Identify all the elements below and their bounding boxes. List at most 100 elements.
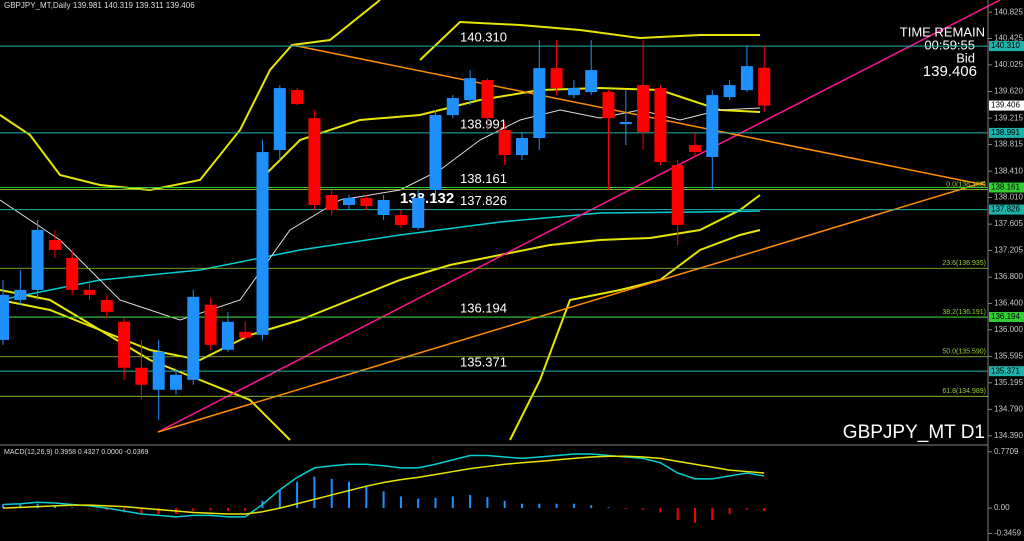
price-box-label: 138.161 — [991, 183, 1020, 192]
y-tick-label: 137.605 — [994, 219, 1023, 228]
bid-label: Bid — [956, 50, 975, 65]
candle-body — [170, 374, 182, 390]
candle-body — [464, 78, 477, 101]
trend-line — [157, 0, 1001, 433]
histogram-bar — [434, 497, 437, 509]
candle-body — [118, 321, 131, 368]
histogram-bar — [711, 508, 714, 520]
histogram-bar — [140, 508, 143, 514]
histogram-bar — [399, 496, 402, 509]
bid-box-label: 139.406 — [991, 101, 1020, 110]
macd-line — [2, 453, 765, 518]
histogram-bar — [469, 494, 472, 509]
histogram-bar — [659, 508, 662, 513]
time-remain: TIME REMAIN — [900, 24, 985, 39]
candle-body — [239, 331, 252, 338]
y-tick-label: 138.410 — [994, 166, 1023, 175]
candle-body — [585, 70, 598, 93]
candle-body — [152, 351, 165, 390]
y-tick-label: 0.00 — [994, 503, 1010, 512]
candle-body — [204, 304, 217, 345]
band-line — [0, 194, 761, 362]
price-box — [989, 204, 1024, 215]
histogram-bar — [694, 508, 696, 523]
y-tick-label: 136.800 — [994, 272, 1023, 281]
candle-body — [377, 199, 390, 215]
fib-label: 61.8(134.989) — [942, 388, 986, 395]
candle-body — [221, 321, 234, 350]
candle-body — [394, 214, 407, 225]
symbol-label: GBPJPY_MT D1 — [843, 422, 985, 443]
histogram-bar — [572, 503, 575, 509]
candle-body — [689, 145, 701, 153]
histogram-bar — [555, 503, 558, 509]
y-tick-label: 140.425 — [994, 34, 1023, 43]
price-box-label: 137.826 — [991, 205, 1020, 214]
candle-body — [602, 92, 615, 119]
bid-price: 139.406 — [923, 63, 977, 80]
candle-body — [256, 152, 269, 335]
candle-body — [273, 88, 286, 151]
candle-body — [567, 88, 580, 96]
price-box — [989, 312, 1024, 323]
y-tick-label: 138.010 — [994, 193, 1023, 202]
band-line — [509, 229, 761, 441]
price-box — [989, 182, 1024, 193]
macd-title: MACD(12,26,9) 0.3958 0.4327 0.0000 -0.03… — [4, 449, 148, 456]
histogram-bar — [642, 508, 645, 510]
trend-line — [157, 181, 986, 433]
y-tick-label: 137.205 — [994, 246, 1023, 255]
candle-body — [498, 130, 511, 156]
histogram-bar — [607, 507, 610, 509]
band-line — [0, 289, 291, 441]
histogram-bar — [192, 508, 195, 512]
candle-body — [31, 229, 44, 290]
level-label: 137.826 — [460, 193, 507, 208]
level-label: 138.161 — [460, 171, 507, 186]
histogram-bar — [278, 489, 281, 509]
histogram-bar — [451, 496, 454, 509]
candle-body — [706, 95, 719, 157]
histogram-bar — [330, 478, 333, 509]
histogram-bar — [676, 508, 679, 520]
y-tick-label: 140.825 — [994, 7, 1023, 16]
histogram-bar — [590, 505, 593, 509]
macd-line — [2, 455, 765, 515]
candle-body — [758, 67, 771, 106]
candle-body — [14, 289, 27, 300]
fib-anchor-label: 138.132 — [400, 190, 454, 207]
histogram-bar — [19, 504, 22, 509]
y-tick-label: 135.595 — [994, 352, 1023, 361]
candle-body — [412, 198, 425, 228]
histogram-bar — [296, 481, 299, 509]
y-tick-label: 134.390 — [994, 431, 1023, 440]
price-box-label: 138.991 — [991, 128, 1020, 137]
histogram-bar — [728, 508, 731, 514]
candle-body — [533, 68, 546, 139]
candle-body — [360, 198, 373, 206]
price-box — [989, 366, 1024, 377]
histogram-bar — [763, 508, 766, 512]
candle-body — [343, 198, 355, 205]
candle-body — [291, 90, 304, 105]
band-line — [419, 20, 760, 61]
fib-label: 50.0(135.590) — [942, 349, 986, 356]
candle-body — [308, 118, 321, 205]
y-tick-label: 136.400 — [994, 299, 1023, 308]
histogram-bar — [209, 508, 212, 511]
histogram-bar — [538, 503, 541, 509]
level-label: 138.991 — [460, 116, 507, 131]
histogram-bar — [521, 503, 523, 509]
histogram-bar — [745, 508, 748, 510]
candle-body — [723, 85, 736, 98]
chart-header: GBPJPY_MT,Daily 139.981 140.319 139.311 … — [4, 1, 195, 10]
y-tick-label: 0.7709 — [994, 447, 1019, 456]
candle-body — [446, 98, 459, 116]
histogram-bar — [503, 500, 506, 509]
candle-body — [637, 85, 650, 133]
band-line — [259, 86, 761, 181]
histogram-bar — [313, 476, 316, 509]
candle-body — [740, 66, 753, 91]
